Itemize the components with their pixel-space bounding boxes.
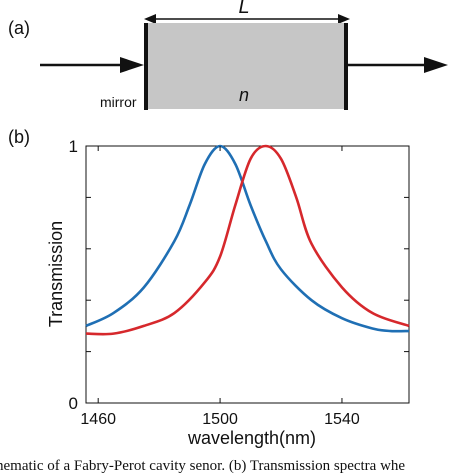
figure-caption: hematic of a Fabry-Perot cavity senor. (… — [0, 458, 406, 474]
length-arrowhead-left — [144, 14, 156, 24]
x-tick-label: 1540 — [324, 411, 360, 428]
length-arrowhead-right — [338, 14, 350, 24]
series-line-2 — [85, 144, 410, 336]
plot-frame — [85, 145, 410, 404]
y-axis-label: Transmission — [46, 221, 66, 327]
schematic-panel: (a) L n mirror — [8, 0, 448, 110]
series-layer — [85, 144, 410, 336]
length-label: L — [238, 0, 249, 18]
panel-b-label: (b) — [8, 127, 30, 147]
x-tick-label: 1500 — [202, 411, 238, 428]
mirror-label: mirror — [100, 94, 137, 110]
output-beam-arrowhead — [424, 57, 448, 73]
y-tick-label: 0 — [69, 394, 78, 413]
refractive-index-label: n — [239, 85, 249, 105]
axis-layer: 1460 1500 1540 0 1 — [69, 137, 409, 428]
y-tick-label: 1 — [69, 137, 78, 156]
input-beam-arrowhead — [120, 57, 144, 73]
x-axis-label: wavelength(nm) — [187, 428, 316, 448]
panel-a-label: (a) — [8, 18, 30, 38]
x-tick-label: 1460 — [80, 411, 116, 428]
transmission-chart: (b) 1460 1500 1540 0 1 Transmission waveleng… — [8, 127, 410, 448]
cavity-body — [146, 23, 346, 109]
